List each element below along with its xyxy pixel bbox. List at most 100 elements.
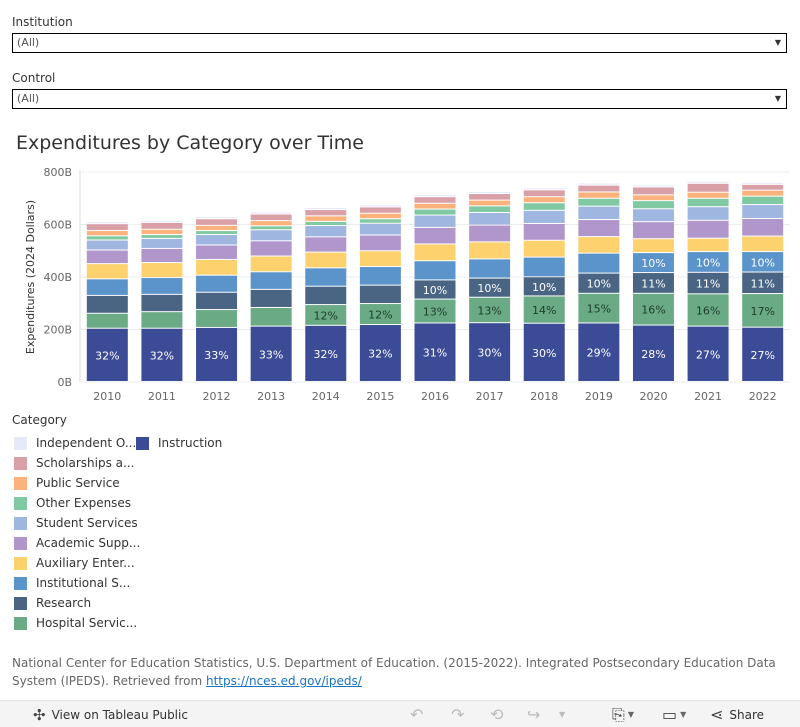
legend-item[interactable]: Hospital Servic... xyxy=(12,613,140,633)
bar-segment[interactable] xyxy=(141,235,183,238)
share-button[interactable]: ⋖ Share xyxy=(710,701,764,727)
view-on-tableau-button[interactable]: ✣ View on Tableau Public xyxy=(33,701,188,727)
bar-segment[interactable] xyxy=(469,200,511,206)
bar-segment[interactable] xyxy=(687,207,729,220)
bar-stack-2011[interactable]: 32% xyxy=(141,220,183,381)
bar-segment[interactable] xyxy=(687,198,729,207)
institution-select[interactable]: (All) ▼ xyxy=(12,33,787,53)
bar-segment[interactable] xyxy=(742,218,784,236)
bar-segment[interactable] xyxy=(359,285,401,304)
bar-segment[interactable] xyxy=(742,190,784,196)
bar-segment[interactable] xyxy=(141,220,183,222)
bar-segment[interactable] xyxy=(742,236,784,252)
bar-segment[interactable] xyxy=(414,323,456,381)
redo-button[interactable]: ↷ xyxy=(451,701,464,727)
bar-stack-2013[interactable]: 33% xyxy=(250,212,292,381)
bar-segment[interactable] xyxy=(523,197,565,203)
bar-segment[interactable] xyxy=(578,198,620,206)
bar-segment[interactable] xyxy=(578,253,620,273)
bar-stack-2020[interactable]: 28% 16% 11% 10% xyxy=(632,185,674,381)
bar-segment[interactable] xyxy=(305,210,347,216)
bar-segment[interactable] xyxy=(414,215,456,227)
bar-segment[interactable] xyxy=(578,293,620,323)
bar-segment[interactable] xyxy=(523,240,565,257)
bar-segment[interactable] xyxy=(632,201,674,209)
bar-segment[interactable] xyxy=(250,307,292,326)
bar-segment[interactable] xyxy=(86,264,128,279)
bar-stack-2010[interactable]: 32% xyxy=(86,222,128,381)
bar-segment[interactable] xyxy=(687,192,729,198)
bar-segment[interactable] xyxy=(196,217,238,219)
bar-segment[interactable] xyxy=(250,272,292,289)
pause-button[interactable]: ▼ xyxy=(556,701,565,727)
refresh-button[interactable]: ↪ xyxy=(527,701,540,727)
bar-segment[interactable] xyxy=(250,326,292,381)
bar-segment[interactable] xyxy=(141,263,183,278)
bar-segment[interactable] xyxy=(414,203,456,209)
bar-segment[interactable] xyxy=(305,286,347,305)
bar-segment[interactable] xyxy=(86,250,128,264)
bar-segment[interactable] xyxy=(687,181,729,183)
bar-segment[interactable] xyxy=(632,273,674,293)
bar-segment[interactable] xyxy=(687,272,729,294)
bar-segment[interactable] xyxy=(141,312,183,328)
bar-segment[interactable] xyxy=(141,278,183,294)
bar-stack-2019[interactable]: 29% 15% 10% xyxy=(578,183,620,381)
bar-segment[interactable] xyxy=(250,214,292,221)
control-select[interactable]: (All) ▼ xyxy=(12,89,787,109)
bar-segment[interactable] xyxy=(305,325,347,381)
bar-segment[interactable] xyxy=(414,195,456,197)
bar-segment[interactable] xyxy=(414,244,456,261)
bar-segment[interactable] xyxy=(632,185,674,187)
legend-item[interactable]: Auxiliary Enter... xyxy=(12,553,140,573)
bar-segment[interactable] xyxy=(687,326,729,381)
legend-item[interactable]: Research xyxy=(12,593,140,613)
bar-segment[interactable] xyxy=(86,295,128,313)
bar-segment[interactable] xyxy=(196,327,238,381)
bar-segment[interactable] xyxy=(141,238,183,248)
bar-segment[interactable] xyxy=(196,235,238,245)
bar-segment[interactable] xyxy=(359,267,401,285)
bar-segment[interactable] xyxy=(578,192,620,198)
bar-segment[interactable] xyxy=(578,185,620,192)
bar-segment[interactable] xyxy=(523,323,565,381)
bar-segment[interactable] xyxy=(742,327,784,381)
bar-segment[interactable] xyxy=(141,328,183,381)
bar-segment[interactable] xyxy=(359,205,401,207)
bar-segment[interactable] xyxy=(86,328,128,381)
legend-item[interactable]: Institutional S... xyxy=(12,573,140,593)
bar-segment[interactable] xyxy=(742,184,784,190)
revert-button[interactable]: ⟲ xyxy=(490,701,503,727)
bar-stack-2012[interactable]: 33% xyxy=(196,217,238,381)
bar-segment[interactable] xyxy=(632,195,674,201)
bar-segment[interactable] xyxy=(86,240,128,250)
legend-item[interactable]: Other Expenses xyxy=(12,493,140,513)
bar-segment[interactable] xyxy=(742,294,784,327)
bar-segment[interactable] xyxy=(523,210,565,223)
bar-segment[interactable] xyxy=(469,212,511,225)
bar-segment[interactable] xyxy=(305,252,347,268)
bar-segment[interactable] xyxy=(687,238,729,252)
bar-segment[interactable] xyxy=(250,221,292,226)
bar-segment[interactable] xyxy=(305,226,347,237)
bar-segment[interactable] xyxy=(523,223,565,240)
bar-segment[interactable] xyxy=(141,248,183,263)
bar-segment[interactable] xyxy=(305,207,347,210)
bar-segment[interactable] xyxy=(196,219,238,225)
bar-segment[interactable] xyxy=(578,237,620,253)
bar-segment[interactable] xyxy=(742,196,784,205)
bar-segment[interactable] xyxy=(196,231,238,234)
bar-segment[interactable] xyxy=(523,296,565,323)
bar-segment[interactable] xyxy=(359,207,401,213)
bar-segment[interactable] xyxy=(469,206,511,212)
bar-segment[interactable] xyxy=(578,323,620,381)
undo-button[interactable]: ↶ xyxy=(410,701,423,727)
bar-segment[interactable] xyxy=(414,197,456,203)
bar-segment[interactable] xyxy=(687,220,729,238)
bar-segment[interactable] xyxy=(250,212,292,214)
bar-segment[interactable] xyxy=(86,224,128,231)
bar-stack-2014[interactable]: 32% 12% xyxy=(305,207,347,381)
bar-segment[interactable] xyxy=(250,230,292,241)
bar-segment[interactable] xyxy=(196,245,238,259)
bar-segment[interactable] xyxy=(523,190,565,197)
